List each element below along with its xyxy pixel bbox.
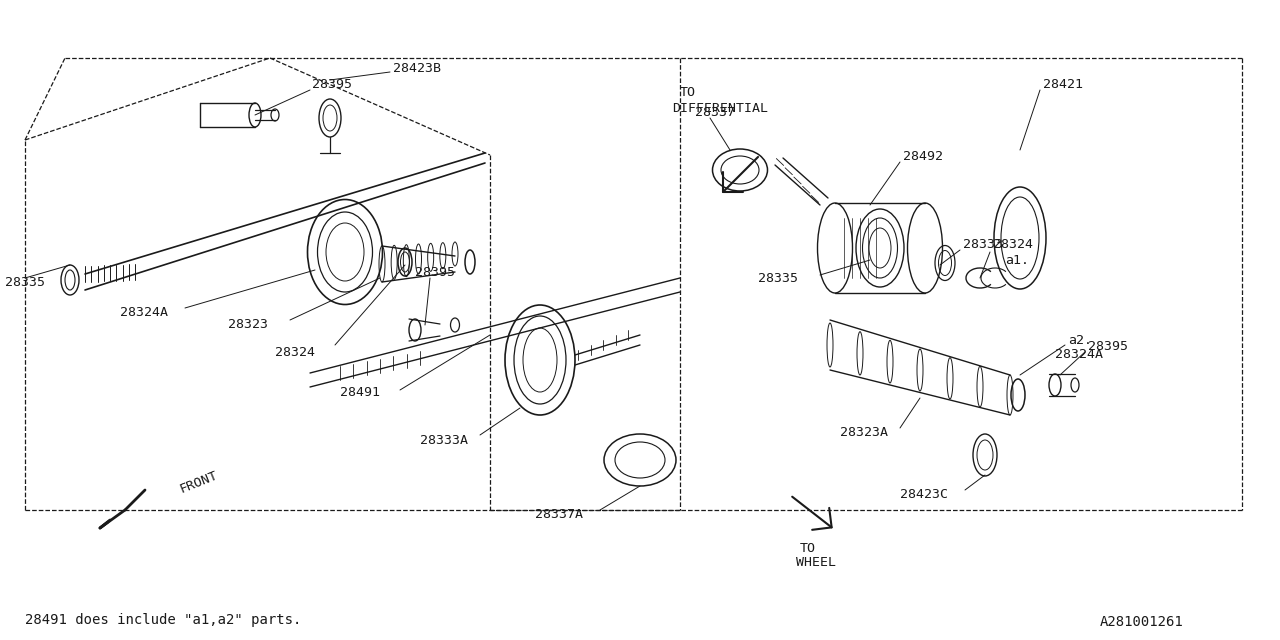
Text: A281001261: A281001261: [1100, 615, 1184, 629]
Text: 28395: 28395: [312, 79, 352, 92]
Text: DIFFERENTIAL: DIFFERENTIAL: [672, 102, 768, 115]
Text: WHEEL: WHEEL: [796, 556, 836, 568]
Text: TO: TO: [800, 541, 817, 554]
Text: 28324A: 28324A: [1055, 349, 1103, 362]
Text: 28423B: 28423B: [393, 61, 442, 74]
Text: 28323: 28323: [228, 317, 268, 330]
Text: 28324A: 28324A: [120, 305, 168, 319]
Text: 28423C: 28423C: [900, 488, 948, 502]
Text: 28421: 28421: [1043, 79, 1083, 92]
Text: 28491: 28491: [340, 387, 380, 399]
Text: 28337: 28337: [695, 106, 735, 118]
Text: 28323A: 28323A: [840, 426, 888, 438]
Text: 28335: 28335: [5, 275, 45, 289]
Text: 28335: 28335: [758, 271, 797, 285]
Text: 28324: 28324: [993, 239, 1033, 252]
Text: FRONT: FRONT: [178, 468, 220, 495]
Text: 28491 does include "a1,a2" parts.: 28491 does include "a1,a2" parts.: [26, 613, 301, 627]
Text: 28492: 28492: [902, 150, 943, 163]
Text: 28395: 28395: [1088, 340, 1128, 353]
Text: a2.: a2.: [1068, 333, 1092, 346]
Text: 28337A: 28337A: [535, 509, 582, 522]
Text: 28395: 28395: [415, 266, 454, 278]
Text: TO: TO: [680, 86, 696, 99]
Text: a1.: a1.: [1005, 253, 1029, 266]
Text: 28324: 28324: [275, 346, 315, 358]
Text: 28333A: 28333A: [420, 433, 468, 447]
Text: 28333: 28333: [963, 239, 1004, 252]
